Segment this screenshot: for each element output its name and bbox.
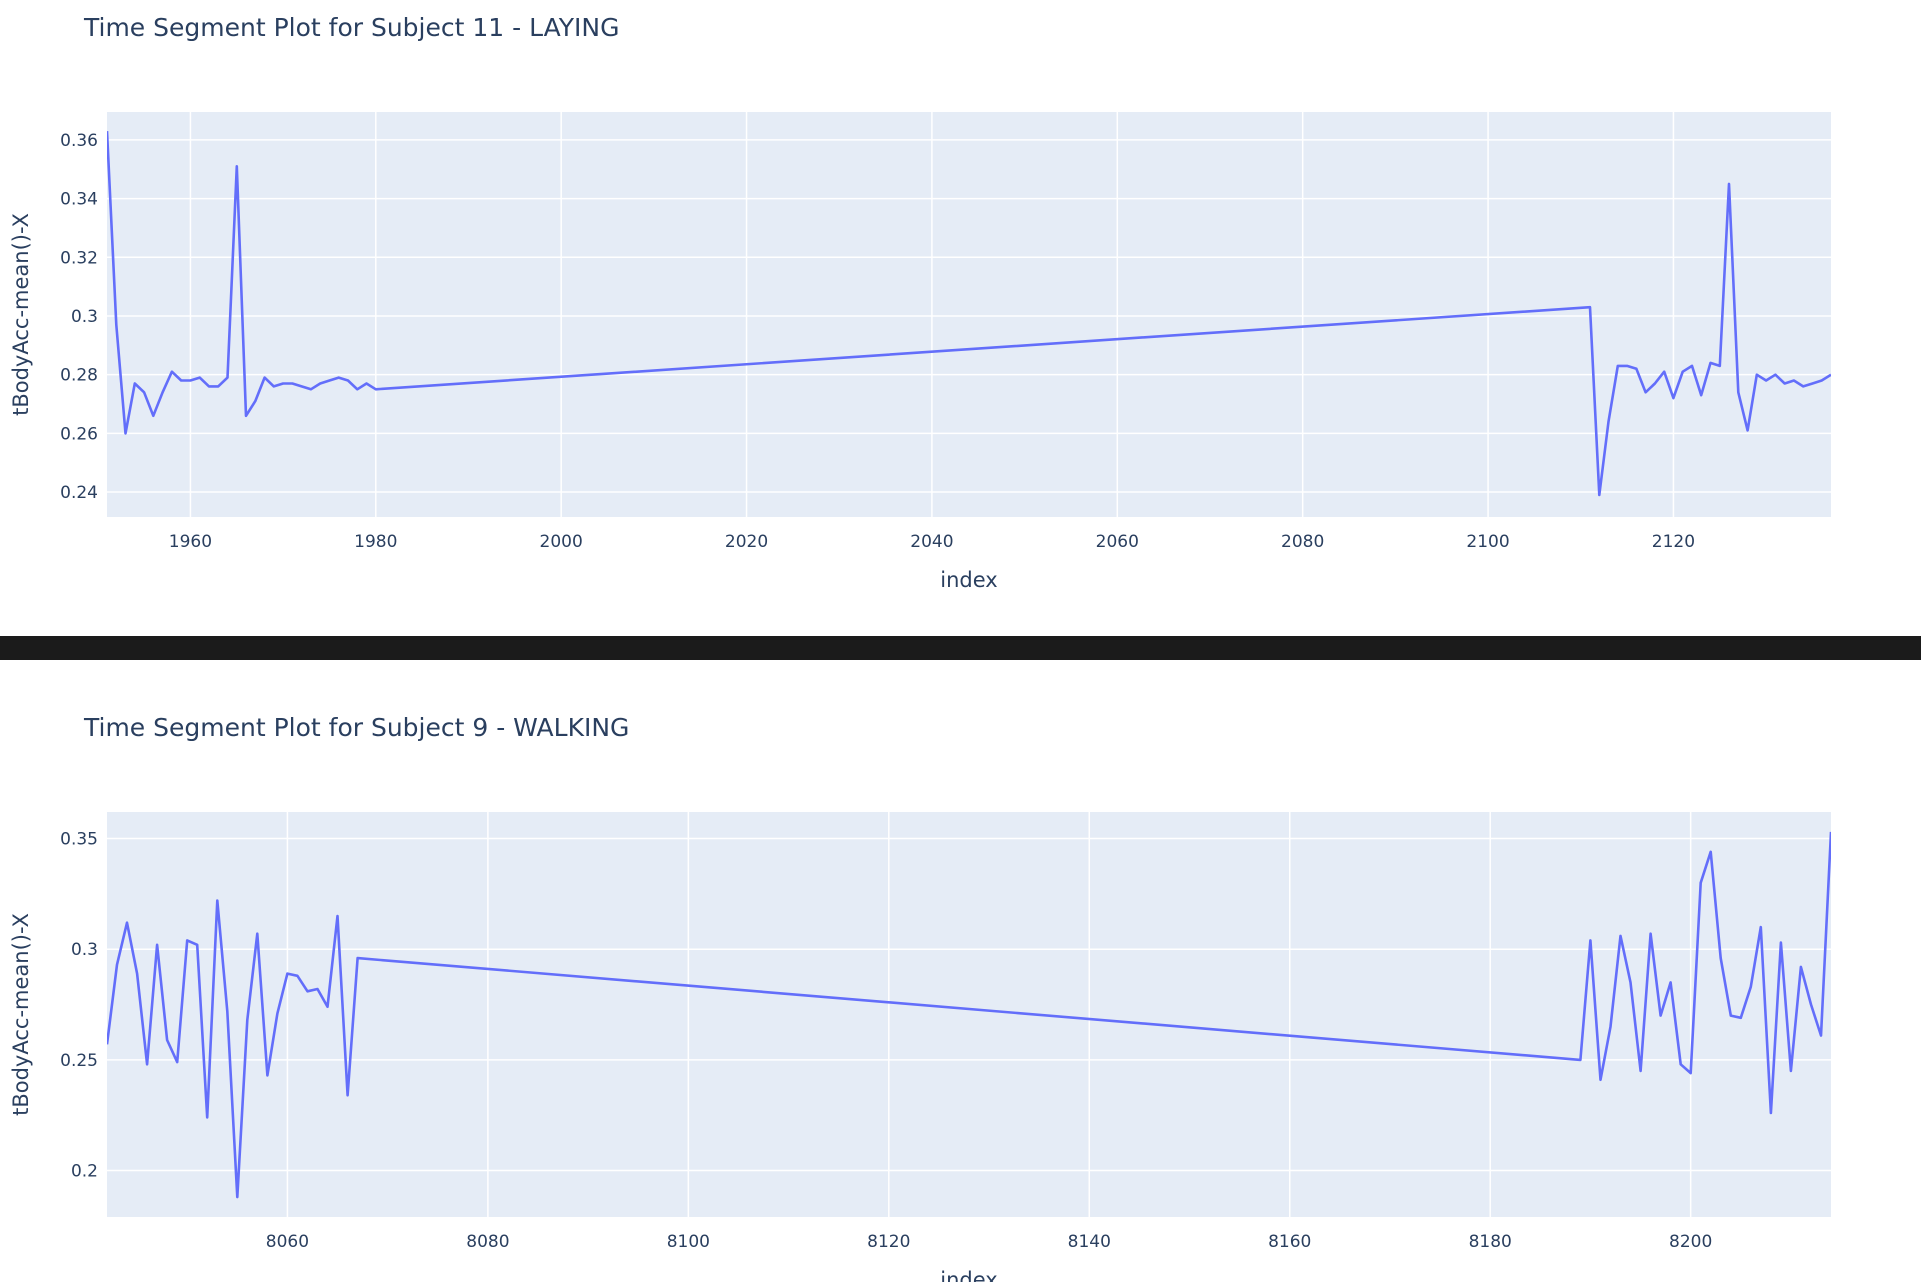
x-tick-label: 8140 <box>1068 1232 1111 1252</box>
chart-title: Time Segment Plot for Subject 11 - LAYIN… <box>83 13 619 42</box>
series-line[interactable] <box>107 831 1831 1199</box>
x-tick-label: 8080 <box>466 1232 509 1252</box>
y-tick-label: 0.34 <box>60 190 98 210</box>
chart-panel-laying: Time Segment Plot for Subject 11 - LAYIN… <box>0 0 1921 636</box>
y-tick-label: 0.3 <box>71 307 98 327</box>
x-axis-title: index <box>940 1268 997 1282</box>
chart-divider <box>0 636 1921 660</box>
x-tick-label: 1960 <box>169 532 212 552</box>
x-tick-label: 2000 <box>540 532 583 552</box>
chart-title: Time Segment Plot for Subject 9 - WALKIN… <box>83 713 629 742</box>
y-axis-title: tBodyAcc-mean()-X <box>9 913 33 1116</box>
x-tick-label: 1980 <box>354 532 397 552</box>
x-tick-label: 2120 <box>1652 532 1695 552</box>
series-line[interactable] <box>107 131 1831 497</box>
y-tick-label: 0.26 <box>60 424 98 444</box>
x-tick-label: 8100 <box>667 1232 710 1252</box>
y-tick-label: 0.28 <box>60 366 98 386</box>
y-tick-label: 0.25 <box>60 1051 98 1071</box>
x-axis-title: index <box>940 568 997 592</box>
x-tick-label: 2100 <box>1466 532 1509 552</box>
x-tick-label: 8120 <box>867 1232 910 1252</box>
chart-laying: Time Segment Plot for Subject 11 - LAYIN… <box>9 13 1831 592</box>
x-tick-label: 2060 <box>1096 532 1139 552</box>
y-tick-label: 0.2 <box>71 1162 98 1182</box>
y-tick-label: 0.36 <box>60 131 98 151</box>
y-axis-title: tBodyAcc-mean()-X <box>9 213 33 416</box>
y-tick-label: 0.32 <box>60 248 98 268</box>
chart-panel-walking: Time Segment Plot for Subject 9 - WALKIN… <box>0 660 1921 1282</box>
x-tick-label: 8200 <box>1669 1232 1712 1252</box>
x-tick-label: 2040 <box>910 532 953 552</box>
y-tick-label: 0.3 <box>71 940 98 960</box>
plot-area <box>107 112 1831 517</box>
y-tick-label: 0.35 <box>60 830 98 850</box>
y-tick-label: 0.24 <box>60 483 98 503</box>
x-tick-label: 8180 <box>1469 1232 1512 1252</box>
x-tick-label: 2080 <box>1281 532 1324 552</box>
x-tick-label: 8060 <box>266 1232 309 1252</box>
plot-area <box>107 812 1831 1217</box>
x-tick-label: 8160 <box>1268 1232 1311 1252</box>
chart-walking: Time Segment Plot for Subject 9 - WALKIN… <box>9 713 1831 1282</box>
x-tick-label: 2020 <box>725 532 768 552</box>
